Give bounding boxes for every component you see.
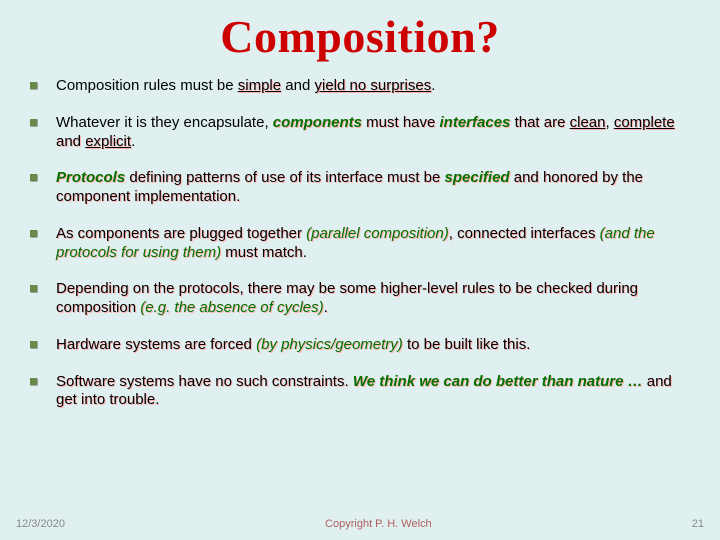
- bullet-list: Composition rules must be simple and yie…: [28, 77, 692, 410]
- list-item: Software systems have no such constraint…: [28, 373, 692, 411]
- list-item: Whatever it is they encapsulate, compone…: [28, 114, 692, 152]
- footer: 12/3/2020 Copyright P. H. Welch 21: [0, 518, 720, 530]
- list-item: Depending on the protocols, there may be…: [28, 280, 692, 318]
- list-item: As components are plugged together (para…: [28, 225, 692, 263]
- footer-date: 12/3/2020: [16, 518, 65, 530]
- list-item: Composition rules must be simple and yie…: [28, 77, 692, 96]
- list-item: Hardware systems are forced (by physics/…: [28, 336, 692, 355]
- footer-copyright: Copyright P. H. Welch: [325, 518, 432, 530]
- slide-title: Composition?: [28, 10, 692, 63]
- footer-page: 21: [692, 518, 704, 530]
- list-item: Protocols defining patterns of use of it…: [28, 169, 692, 207]
